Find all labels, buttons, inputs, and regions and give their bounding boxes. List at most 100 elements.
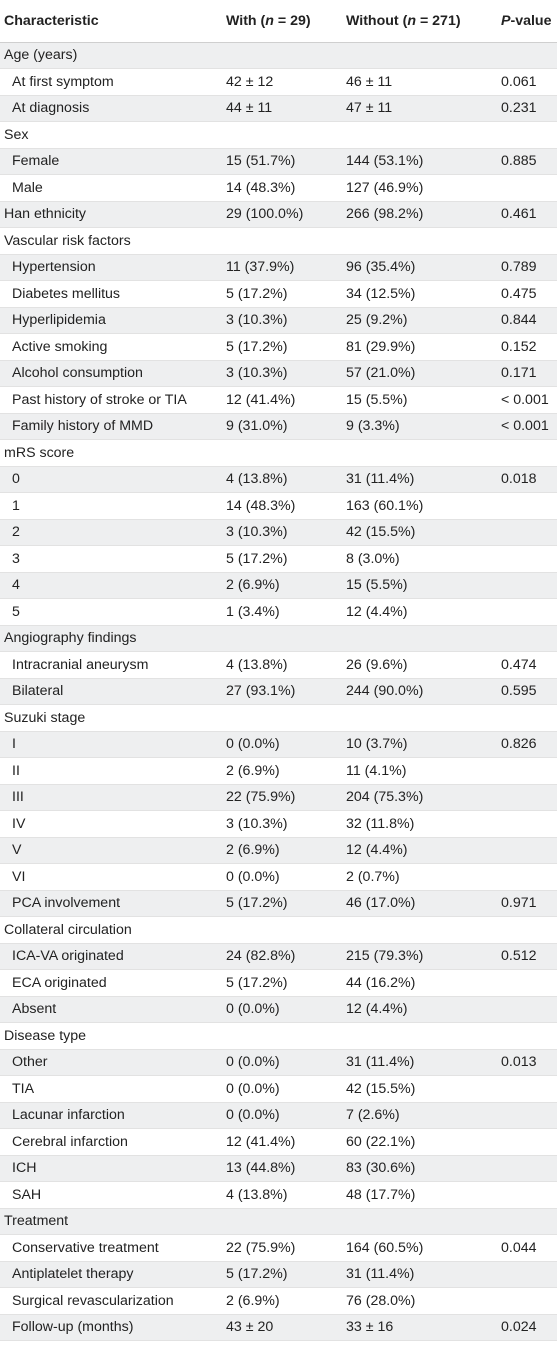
table-group-row: Disease type [0, 1022, 557, 1050]
cell-with: 14 (48.3%) [222, 492, 342, 520]
row-label: Suzuki stage [0, 704, 222, 732]
cell-without: 10 (3.7%) [342, 731, 497, 758]
row-label: Disease type [0, 1022, 222, 1050]
row-label: Surgical revascularization [0, 1287, 222, 1315]
cell-with: 5 (17.2%) [222, 545, 342, 573]
cell-with: 43 ± 20 [222, 1314, 342, 1341]
cell-with [222, 42, 342, 69]
cell-without: 144 (53.1%) [342, 148, 497, 175]
cell-without: 7 (2.6%) [342, 1102, 497, 1129]
row-label: Sex [0, 121, 222, 149]
row-label: TIA [0, 1075, 222, 1103]
cell-with: 27 (93.1%) [222, 678, 342, 705]
row-label: Lacunar infarction [0, 1102, 222, 1129]
row-label: ECA originated [0, 969, 222, 997]
row-label: Female [0, 148, 222, 175]
cell-p-value [497, 1261, 557, 1288]
table-group-row: Collateral circulation [0, 916, 557, 944]
cell-without [342, 227, 497, 255]
cell-without: 32 (11.8%) [342, 810, 497, 838]
cell-without: 2 (0.7%) [342, 863, 497, 891]
row-label: Male [0, 174, 222, 202]
cell-p-value [497, 1075, 557, 1103]
cell-p-value: 0.885 [497, 148, 557, 175]
cell-with: 4 (13.8%) [222, 1181, 342, 1209]
cell-p-value: 0.512 [497, 943, 557, 970]
cell-p-value: 0.474 [497, 651, 557, 679]
row-label: PCA involvement [0, 890, 222, 917]
cell-without: 42 (15.5%) [342, 519, 497, 546]
row-label: IV [0, 810, 222, 838]
cell-p-value [497, 1022, 557, 1050]
row-label: Treatment [0, 1208, 222, 1235]
header-with: With (n = 29) [222, 0, 342, 43]
row-label: 5 [0, 598, 222, 626]
cell-without [342, 1022, 497, 1050]
cell-with: 5 (17.2%) [222, 333, 342, 361]
cell-p-value [497, 1208, 557, 1235]
cell-with: 5 (17.2%) [222, 890, 342, 917]
cell-p-value: 0.013 [497, 1049, 557, 1076]
row-label: Other [0, 1049, 222, 1076]
cell-without: 96 (35.4%) [342, 254, 497, 281]
cell-without: 81 (29.9%) [342, 333, 497, 361]
cell-with: 0 (0.0%) [222, 996, 342, 1023]
cell-without [342, 121, 497, 149]
cell-with: 42 ± 12 [222, 68, 342, 96]
cell-without: 25 (9.2%) [342, 307, 497, 334]
cell-p-value: 0.595 [497, 678, 557, 705]
row-label: 2 [0, 519, 222, 546]
row-label: III [0, 784, 222, 811]
cell-without [342, 439, 497, 467]
cell-with: 29 (100.0%) [222, 201, 342, 228]
row-label: Past history of stroke or TIA [0, 386, 222, 414]
row-label: Antiplatelet therapy [0, 1261, 222, 1288]
row-label: Vascular risk factors [0, 227, 222, 255]
cell-p-value [497, 1102, 557, 1129]
cell-p-value [497, 1128, 557, 1156]
cell-without [342, 704, 497, 732]
cell-with [222, 625, 342, 652]
cell-without: 60 (22.1%) [342, 1128, 497, 1156]
cell-p-value [497, 1155, 557, 1182]
table-row: IV 3 (10.3%) 32 (11.8%) [0, 810, 557, 838]
table-row: III 22 (75.9%) 204 (75.3%) [0, 784, 557, 811]
table-row: Diabetes mellitus 5 (17.2%) 34 (12.5%) 0.47… [0, 280, 557, 308]
row-label: Absent [0, 996, 222, 1023]
row-label: Intracranial aneurysm [0, 651, 222, 679]
cell-with [222, 916, 342, 944]
cell-p-value [497, 1287, 557, 1315]
cell-with: 5 (17.2%) [222, 280, 342, 308]
table-row: Active smoking 5 (17.2%) 81 (29.9%) 0.152 [0, 333, 557, 361]
cell-without [342, 42, 497, 69]
table-row: Hyperlipidemia 3 (10.3%) 25 (9.2%) 0.844 [0, 307, 557, 334]
row-label: 4 [0, 572, 222, 599]
row-label: Follow-up (months) [0, 1314, 222, 1341]
cell-with: 2 (6.9%) [222, 572, 342, 599]
cell-with: 9 (31.0%) [222, 413, 342, 440]
cell-p-value: < 0.001 [497, 413, 557, 440]
cell-p-value: 0.044 [497, 1234, 557, 1262]
cell-with: 3 (10.3%) [222, 519, 342, 546]
row-label: SAH [0, 1181, 222, 1209]
cell-without: 204 (75.3%) [342, 784, 497, 811]
row-label: 0 [0, 466, 222, 493]
cell-p-value: 0.475 [497, 280, 557, 308]
row-label: ICH [0, 1155, 222, 1182]
table-row: ICH 13 (44.8%) 83 (30.6%) [0, 1155, 557, 1182]
header-without: Without (n = 271) [342, 0, 497, 43]
cell-with: 3 (10.3%) [222, 307, 342, 334]
row-label: Cerebral infarction [0, 1128, 222, 1156]
cell-with: 12 (41.4%) [222, 1128, 342, 1156]
cell-without: 42 (15.5%) [342, 1075, 497, 1103]
cell-p-value [497, 121, 557, 149]
row-label: I [0, 731, 222, 758]
cell-without: 127 (46.9%) [342, 174, 497, 202]
cell-p-value: 0.024 [497, 1314, 557, 1341]
table-group-row: mRS score [0, 439, 557, 467]
cell-with: 11 (37.9%) [222, 254, 342, 281]
cell-p-value [497, 837, 557, 864]
cell-with: 0 (0.0%) [222, 731, 342, 758]
